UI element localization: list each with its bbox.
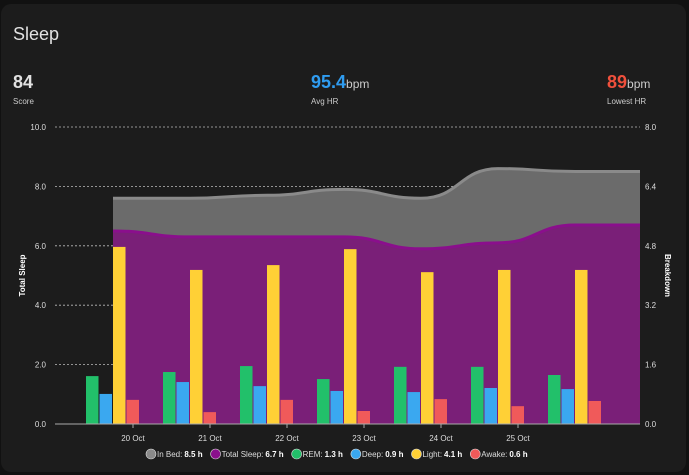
avg-hr-stat: 95.4bpm Avg HR <box>311 72 369 106</box>
line-in-bed <box>112 167 640 200</box>
right-tick-label: 6.4 <box>645 182 657 191</box>
lowest-hr-stat: 89bpm Lowest HR <box>607 72 650 106</box>
legend-value: 0.6 h <box>509 450 527 459</box>
bar-awake <box>588 400 601 424</box>
bar-awake <box>203 412 216 424</box>
x-tick-label: 23 Oct <box>352 434 376 443</box>
bar-rem <box>317 379 330 424</box>
bar-light <box>344 249 357 424</box>
x-tick-label: 24 Oct <box>429 434 453 443</box>
x-tick-label: 21 Oct <box>198 434 222 443</box>
legend-marker <box>469 448 481 460</box>
bar-light <box>498 269 511 424</box>
line-total-sleep <box>112 223 640 251</box>
legend-label: Awake: <box>481 450 507 459</box>
legend-value: 0.9 h <box>385 450 403 459</box>
bar-light <box>421 272 434 424</box>
bar-deep <box>253 386 266 424</box>
legend-value: 8.5 h <box>184 450 202 459</box>
stat-label: Avg HR <box>311 97 339 106</box>
legend-marker <box>145 448 157 460</box>
bar-rem <box>471 366 484 424</box>
legend-label: Light: <box>422 450 442 459</box>
legend-marker <box>350 448 362 460</box>
legend-marker <box>210 448 221 460</box>
left-tick-label: 8.0 <box>35 182 47 191</box>
bar-deep <box>484 387 497 424</box>
right-tick-label: 4.8 <box>645 242 657 251</box>
bar-awake <box>434 399 447 424</box>
stat-unit: bpm <box>346 77 370 91</box>
right-tick-label: 3.2 <box>645 301 657 310</box>
right-tick-label: 0.0 <box>645 420 657 429</box>
legend-value: 4.1 h <box>444 450 462 459</box>
bar-deep <box>407 392 420 424</box>
bar-rem <box>86 376 99 424</box>
x-tick-label: 20 Oct <box>121 434 145 443</box>
stat-unit: bpm <box>627 77 651 91</box>
bar-rem <box>240 366 253 424</box>
bar-awake <box>357 411 370 424</box>
right-axis-title: Breakdown <box>663 254 672 297</box>
legend-label: In Bed: <box>157 450 182 459</box>
bar-awake <box>280 399 293 424</box>
right-tick-label: 1.6 <box>645 361 657 370</box>
bar-rem <box>394 366 407 424</box>
legend-label: Total Sleep: <box>222 450 264 459</box>
bar-light <box>267 265 280 424</box>
card-title: Sleep <box>13 24 60 44</box>
left-axis-title: Total Sleep <box>18 254 27 296</box>
bar-rem <box>163 372 176 424</box>
legend-value: 1.3 h <box>325 450 343 459</box>
stat-value: 84 <box>13 72 34 92</box>
bar-awake <box>511 406 524 424</box>
left-tick-label: 6.0 <box>35 242 47 251</box>
stat-value: 95.4 <box>311 72 347 92</box>
bar-light <box>575 269 588 424</box>
bar-deep <box>330 390 343 424</box>
left-tick-label: 0.0 <box>35 420 47 429</box>
bar-light <box>190 269 203 424</box>
stat-label: Score <box>13 97 34 106</box>
stat-label: Lowest HR <box>607 97 647 106</box>
bar-deep <box>99 393 112 424</box>
stat-value: 89 <box>607 72 628 92</box>
x-tick-label: 22 Oct <box>275 434 299 443</box>
legend-marker <box>291 448 302 460</box>
bar-deep <box>176 382 189 424</box>
left-tick-label: 10.0 <box>30 123 46 132</box>
bar-deep <box>561 389 574 424</box>
left-tick-label: 4.0 <box>35 301 47 310</box>
legend-label: Deep: <box>362 450 383 459</box>
legend-value: 6.7 h <box>265 450 283 459</box>
bar-light <box>113 246 126 424</box>
bar-awake <box>126 399 139 424</box>
right-tick-label: 8.0 <box>645 123 657 132</box>
x-tick-label: 25 Oct <box>506 434 530 443</box>
legend-marker <box>411 448 422 460</box>
bar-rem <box>548 374 561 424</box>
left-tick-label: 2.0 <box>35 361 47 370</box>
legend-label: REM: <box>303 450 323 459</box>
score-stat: 84 Score <box>13 72 34 106</box>
